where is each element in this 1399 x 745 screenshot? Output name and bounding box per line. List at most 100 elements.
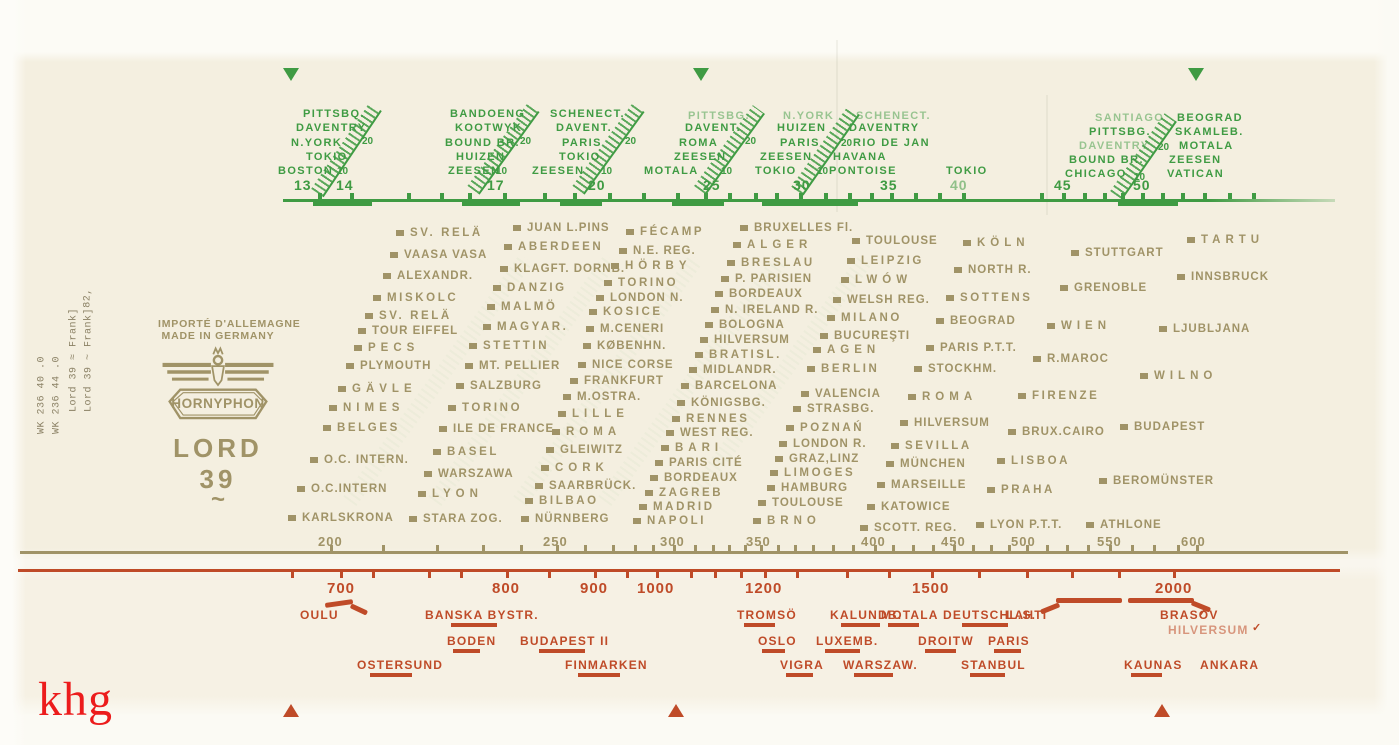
mw-station-label: STRASBG.: [793, 403, 874, 415]
mw-scale-tick: [1026, 545, 1029, 551]
mw-station-label: DANZIG: [493, 282, 567, 294]
hornyphon-eagle-logo: HORNYPHON: [162, 346, 274, 420]
station-bullet: [740, 225, 748, 231]
lw-station-underline: [578, 673, 621, 677]
mw-wavelength-number: 300: [660, 534, 685, 549]
station-bullet: [424, 471, 432, 477]
station-bullet: [611, 263, 619, 269]
station-bullet: [860, 525, 868, 531]
mw-station-label: INNSBRUCK: [1177, 271, 1269, 283]
lw-scale-tick: [460, 572, 463, 578]
sw-station-label: ZEESEN: [760, 151, 813, 163]
mw-station-label: BRUXELLES Fl.: [740, 222, 853, 234]
station-bullet: [1060, 285, 1068, 291]
lw-scale-tick: [888, 572, 891, 578]
lw-scale-tick: [506, 572, 509, 578]
station-bullet: [586, 326, 594, 332]
sw-wavelength-number: 25: [703, 177, 721, 193]
sw-scale-tick: [1103, 193, 1107, 199]
mw-station-label: NIMES: [329, 402, 404, 414]
station-bullet: [847, 258, 855, 264]
band-pointer-triangle-top: [283, 68, 299, 81]
lw-station-underline: [370, 673, 413, 677]
sw-scale-tick: [503, 193, 507, 199]
mw-station-label: WILNO: [1140, 370, 1217, 382]
sw-station-label: DAVENTRY: [1079, 140, 1150, 152]
band-pointer-triangle-bottom: [1154, 704, 1170, 717]
station-bullet: [1120, 424, 1128, 430]
mw-scale-tick: [330, 545, 333, 551]
mw-station-label: GÄVLE: [338, 383, 417, 395]
mw-scale-tick: [1109, 545, 1112, 551]
sw-station-label: CHICAGO: [1065, 168, 1127, 180]
sw-hatch-scale-mark: 20: [841, 138, 853, 149]
lw-scale-tick: [846, 572, 849, 578]
station-bullet: [448, 405, 456, 411]
station-bullet: [700, 337, 708, 343]
station-bullet: [310, 457, 318, 463]
station-bullet: [867, 504, 875, 510]
sw-hatch-scale-mark: 10: [817, 166, 829, 177]
mw-station-label: KÖLN: [963, 237, 1030, 249]
lw-station-underline: [925, 649, 957, 653]
sw-station-label: DAVENT.: [556, 122, 613, 134]
sw-scale-baseline: [283, 199, 1335, 202]
sw-scale-tick: [1203, 193, 1207, 199]
lw-station-label: OSTERSUND: [357, 658, 444, 672]
station-bullet: [465, 363, 473, 369]
mw-station-label: BEOGRAD: [936, 315, 1016, 327]
mw-station-label: R.MAROC: [1033, 353, 1109, 365]
mw-station-label: ROMA: [908, 391, 977, 403]
lw-station-label: WARSZAW.: [843, 658, 918, 672]
station-bullet: [433, 449, 441, 455]
lw-scale-tick: [656, 572, 659, 578]
station-bullet: [521, 516, 529, 522]
station-bullet: [711, 307, 719, 313]
station-bullet: [1099, 478, 1107, 484]
sw-station-label: ROMA: [679, 137, 719, 149]
mw-station-label: PLYMOUTH: [346, 360, 431, 372]
lw-scale-tick: [714, 572, 717, 578]
station-bullet: [758, 500, 766, 506]
margin-note-model-2: Lord 39 ~ Frank]: [83, 307, 95, 413]
mw-scale-tick: [777, 545, 780, 551]
lw-scale-tick: [796, 572, 799, 578]
mw-station-label: STOCKHM.: [914, 363, 997, 375]
station-bullet: [513, 225, 521, 231]
sw-station-label: PARIS: [562, 137, 602, 149]
mw-station-label: MISKOLC: [373, 292, 458, 304]
station-bullet: [946, 295, 954, 301]
band-pointer-triangle-bottom: [283, 704, 299, 717]
lw-scale-tick: [764, 572, 767, 578]
sw-hatch-scale-mark: 10: [721, 166, 733, 177]
lw-scale-tick: [340, 572, 343, 578]
lw-wavelength-number: 1000: [637, 580, 675, 597]
sw-scale-tick: [318, 193, 322, 199]
brand-block: IMPORTÉ D'ALLEMAGNE MADE IN GERMANY HORN…: [158, 318, 300, 513]
station-bullet: [833, 297, 841, 303]
ac-symbol: ~: [210, 486, 225, 513]
mw-station-label: LONDON R.: [779, 438, 867, 450]
lw-station-label: BANSKA BYSTR.: [425, 608, 539, 622]
mw-station-label: HILVERSUM: [900, 417, 990, 429]
station-bullet: [373, 295, 381, 301]
station-bullet: [525, 498, 533, 504]
station-bullet: [689, 367, 697, 373]
mw-station-label: SALZBURG: [456, 380, 542, 392]
station-bullet: [655, 460, 663, 466]
mw-station-label: BILBAO: [525, 495, 599, 507]
mw-station-label: FRANKFURT: [570, 375, 664, 387]
sw-station-label: PONTOISE: [829, 165, 897, 177]
mw-station-label: BRATISL.: [695, 349, 782, 361]
mw-station-label: O.C. INTERN.: [310, 454, 409, 466]
sw-hatch-scale-mark: 10: [337, 166, 349, 177]
lw-scale-tick: [978, 572, 981, 578]
lw-wavelength-number: 700: [327, 580, 356, 597]
lw-station-underline: [452, 649, 480, 653]
mw-station-label: STETTIN: [469, 340, 549, 352]
station-bullet: [1159, 326, 1167, 332]
lw-station-underline: [785, 673, 813, 677]
sw-station-label: TOKIO: [755, 165, 797, 177]
sw-scale-tick: [1062, 193, 1066, 199]
